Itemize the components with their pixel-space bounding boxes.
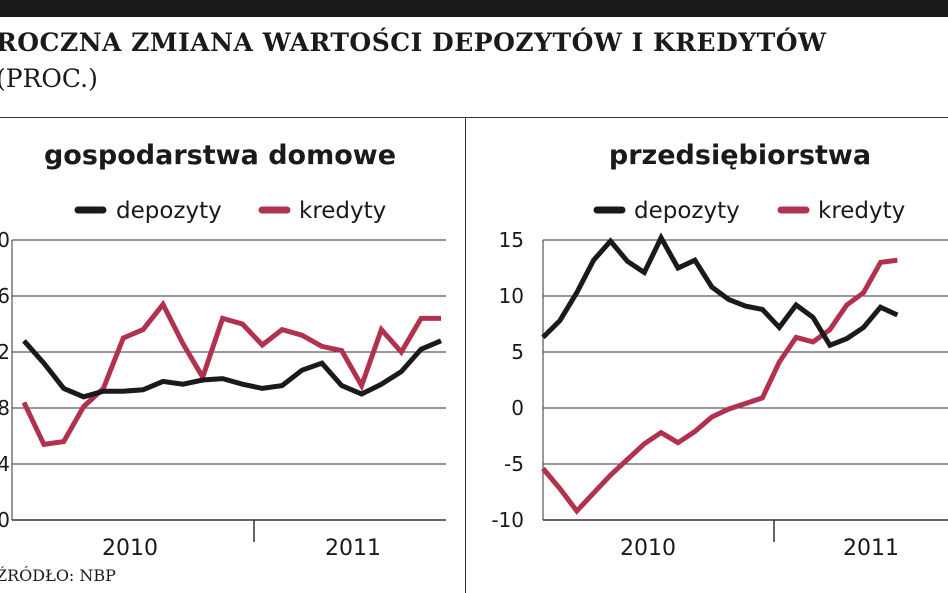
x-tick-label: 2011 (325, 536, 381, 561)
header-rule (0, 117, 948, 118)
x-tick-label: 2010 (620, 536, 676, 561)
series-enterprises (541, 232, 899, 515)
top-bar (0, 0, 948, 17)
legend-households: depozyty kredyty (74, 198, 386, 224)
y-tick-label: 20 (0, 228, 10, 252)
source-note: ŹRÓDŁO: NBP (0, 566, 116, 585)
y-tick-label: 4 (0, 452, 10, 476)
series-line-credits (541, 257, 898, 515)
chart-subtitle: (PROC.) (0, 64, 98, 93)
panel-households: gospodarstwa domowe depozyty kredyty 201… (0, 140, 446, 561)
gridlines-enterprises (542, 239, 948, 521)
y-tick-label: -5 (504, 452, 524, 476)
panel-title-households: gospodarstwa domowe (44, 140, 396, 171)
series-line-credits (21, 299, 441, 448)
y-axis-enterprises: 15 10 5 0 -5 -10 (491, 228, 524, 532)
y-tick-label: 16 (0, 284, 10, 308)
y-tick-label: 5 (511, 340, 524, 364)
y-tick-label: 10 (499, 284, 524, 308)
legend-label-credits: kredyty (818, 198, 905, 224)
y-tick-label: 12 (0, 340, 10, 364)
y-axis-households: 20 16 12 8 4 0 (0, 228, 10, 532)
panel-separator (465, 117, 466, 593)
x-tick-label: 2010 (102, 536, 158, 561)
x-tick-label: 2011 (843, 536, 899, 561)
series-line-deposits (541, 232, 899, 349)
legend-enterprises: depozyty kredyty (593, 198, 905, 224)
legend-label-deposits: depozyty (634, 198, 740, 224)
chart-title: ROCZNA ZMIANA WARTOŚCI DEPOZYTÓW I KREDY… (0, 28, 827, 57)
x-axis-enterprises: 2010 2011 (620, 520, 899, 561)
legend-label-deposits: depozyty (116, 198, 222, 224)
y-tick-label: 15 (499, 228, 524, 252)
y-tick-label: -10 (491, 508, 524, 532)
series-line-deposits (22, 338, 442, 400)
x-axis-households: 2010 2011 (102, 520, 381, 561)
panel-title-enterprises: przedsiębiorstwa (609, 140, 871, 171)
panel-enterprises: przedsiębiorstwa depozyty kredyty 15 10 5 0… (491, 140, 948, 561)
y-tick-label: 0 (0, 508, 10, 532)
y-tick-label: 8 (0, 396, 10, 420)
legend-label-credits: kredyty (299, 198, 386, 224)
y-tick-label: 0 (511, 396, 524, 420)
series-households (21, 299, 442, 448)
